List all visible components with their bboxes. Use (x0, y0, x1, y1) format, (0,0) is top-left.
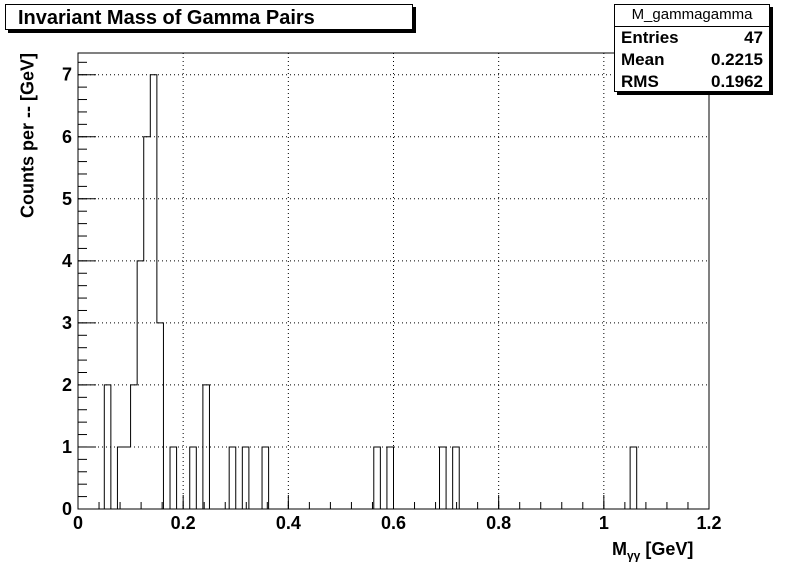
stats-row-mean: Mean 0.2215 (615, 49, 769, 71)
y-tick-label: 2 (62, 375, 72, 395)
chart-title: Invariant Mass of Gamma Pairs (5, 4, 413, 30)
y-tick-label: 5 (62, 189, 72, 209)
histogram-line (103, 74, 638, 509)
x-tick-label: 1 (599, 513, 609, 533)
stats-name: M_gammagamma (615, 5, 769, 27)
stats-value: 47 (744, 28, 763, 47)
stats-row-rms: RMS 0.1962 (615, 71, 769, 93)
stats-row-entries: Entries 47 (615, 27, 769, 49)
grid-lines (78, 53, 709, 509)
stats-value: 0.2215 (711, 50, 763, 69)
x-axis-label: Mγγ [GeV] (612, 539, 693, 563)
x-tick-label: 0.2 (171, 513, 196, 533)
stats-value: 0.1962 (711, 72, 763, 91)
y-tick-label: 7 (62, 65, 72, 85)
y-tick-label: 1 (62, 437, 72, 457)
y-tick-label: 4 (62, 251, 72, 271)
y-tick-label: 6 (62, 127, 72, 147)
stats-label: Mean (621, 50, 665, 69)
stats-box: M_gammagamma Entries 47 Mean 0.2215 RMS … (614, 4, 770, 92)
x-axis-label-main: M (612, 539, 627, 559)
x-tick-label: 0.4 (276, 513, 301, 533)
x-tick-label: 0 (73, 513, 83, 533)
x-axis-label-unit: [GeV] (640, 539, 694, 559)
x-tick-label: 0.6 (381, 513, 406, 533)
x-tick-label: 0.8 (486, 513, 511, 533)
axes: 0 0.2 0.4 0.6 0.8 1 1.2 0 1 2 3 4 5 6 7 (62, 61, 722, 533)
x-tick-label: 1.2 (696, 513, 721, 533)
stats-label: Entries (621, 28, 679, 47)
y-tick-label: 0 (62, 499, 72, 519)
y-axis-label: Counts per -- [GeV] (17, 53, 38, 218)
y-tick-label: 3 (62, 313, 72, 333)
x-axis-label-sub: γγ (627, 548, 641, 563)
stats-label: RMS (621, 72, 659, 91)
